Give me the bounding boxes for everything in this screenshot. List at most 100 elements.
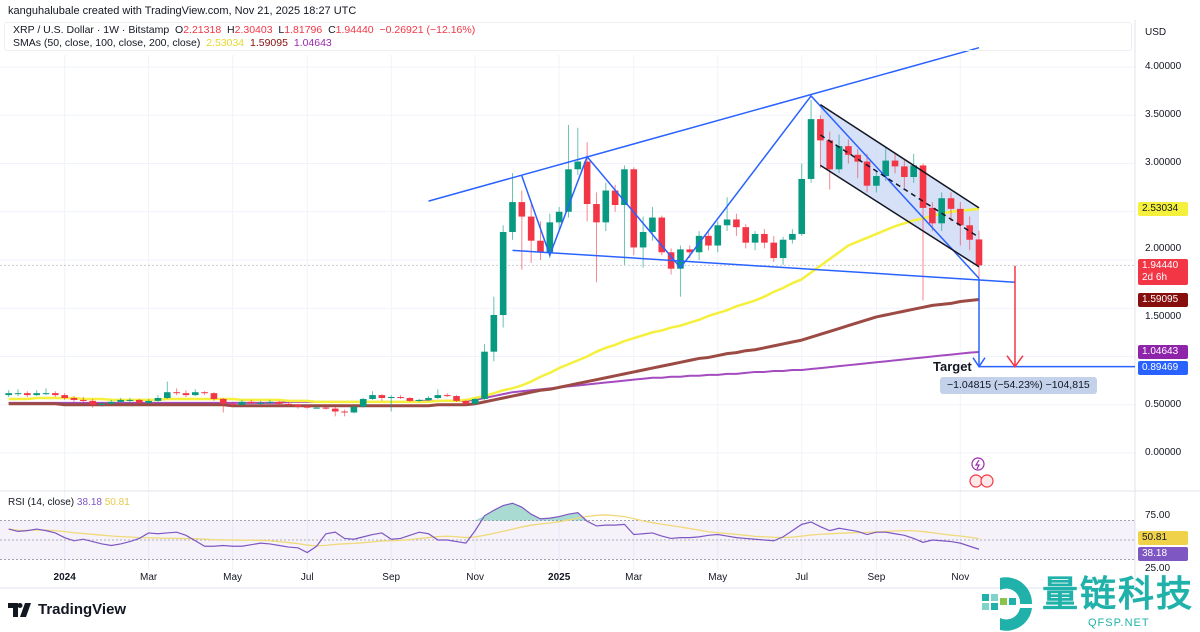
candle-body: [593, 204, 600, 223]
candle-body: [873, 176, 880, 186]
time-tick-label: Mar: [625, 572, 643, 583]
candle-body: [14, 393, 22, 395]
open-label: O: [175, 24, 184, 36]
candle-body: [761, 233, 768, 243]
channel-upper-line: [819, 104, 980, 209]
candle-body: [378, 395, 386, 398]
time-tick-label: 2024: [53, 572, 76, 583]
candle-body: [630, 169, 638, 248]
candle-body: [621, 169, 628, 205]
candle-body: [229, 403, 236, 405]
time-tick-label: May: [223, 572, 243, 583]
time-tick-label: May: [708, 572, 728, 583]
sma50-value: 2.53034: [206, 37, 245, 49]
candle-body: [882, 160, 889, 177]
candle-body: [798, 178, 806, 234]
price-range-measure[interactable]: −1.04815 (−54.23%) −104,815: [940, 377, 1097, 394]
candle-body: [714, 225, 722, 246]
candle-body: [901, 166, 908, 178]
candle-body: [565, 169, 572, 212]
sma200-value: 1.04643: [293, 37, 332, 49]
candle-body: [639, 232, 647, 248]
candle-body: [583, 161, 591, 205]
candle-body: [929, 207, 936, 224]
target-price-tag: 0.89469: [1138, 361, 1188, 375]
rsi-ma-tag: 50.81: [1138, 531, 1188, 545]
rsi-tick: 75.00: [1145, 510, 1171, 521]
bar-countdown: 2d 6h: [1142, 272, 1168, 283]
tradingview-logo[interactable]: TradingView: [8, 601, 126, 618]
candle-body: [481, 351, 488, 399]
price-tick: 0.50000: [1145, 399, 1182, 410]
candle-body: [705, 235, 712, 246]
candle-body: [770, 242, 778, 259]
rsi-ma-value: 50.81: [104, 497, 130, 508]
candle-body: [425, 397, 432, 400]
rsi-legend: RSI (14, close) 38.18 50.81: [8, 497, 130, 509]
price-tick: 3.50000: [1145, 109, 1182, 120]
watermark-logo-icon: [982, 577, 1033, 631]
candle-body: [975, 239, 983, 266]
time-tick-label: Nov: [466, 572, 485, 583]
candle-body: [108, 401, 115, 404]
tradingview-brand: TradingView: [38, 601, 127, 618]
candle-body: [863, 161, 871, 186]
candle-body: [677, 249, 684, 269]
rsi-line: [8, 502, 980, 554]
sma100-line: [8, 297, 980, 408]
time-tick-label: Mar: [140, 572, 158, 583]
arrow-head-red-icon: [1006, 355, 1024, 368]
candle-body: [266, 401, 274, 403]
change-value: −0.26921 (−12.16%): [379, 24, 476, 36]
candle-body: [182, 393, 190, 396]
candle-body: [397, 397, 404, 399]
candle-body: [947, 198, 955, 209]
candle-body: [331, 408, 339, 412]
close-label: C: [328, 24, 336, 36]
candle-body: [52, 393, 59, 396]
price-tick: 2.00000: [1145, 243, 1182, 254]
candle-body: [527, 216, 535, 241]
rsi-tick: 25.00: [1145, 563, 1171, 574]
candle-body: [938, 198, 945, 224]
lightning-icon: [974, 459, 980, 470]
candle-body: [24, 393, 31, 396]
candle-body: [854, 154, 862, 162]
candle-body: [406, 397, 414, 401]
candle-body: [285, 403, 292, 405]
upper-trendline: [428, 46, 980, 202]
candle-body: [546, 222, 554, 253]
candle-body: [350, 406, 358, 413]
candle-body: [341, 411, 348, 413]
candle-body: [42, 393, 50, 395]
time-tick-label: Jul: [300, 572, 314, 583]
candle-body: [789, 233, 796, 240]
symbol-title[interactable]: XRP / U.S. Dollar · 1W · Bitstamp: [13, 24, 170, 36]
time-tick-label: 2025: [548, 572, 571, 583]
candle-body: [117, 399, 124, 402]
candle-body: [471, 398, 479, 404]
sma-indicator-label[interactable]: SMAs (50, close, 100, close, 200, close): [13, 37, 201, 49]
candle-body: [686, 249, 694, 253]
candle-body: [257, 402, 264, 404]
last-price-value: 1.94440: [1142, 260, 1179, 271]
candle-body: [173, 392, 180, 394]
channel-lower-line: [819, 164, 980, 268]
candle-body: [275, 401, 283, 404]
candle-body: [742, 227, 750, 243]
candle-body: [826, 140, 834, 170]
candle-body: [779, 239, 787, 259]
rsi-label[interactable]: RSI (14, close): [8, 497, 75, 508]
candle-body: [322, 407, 330, 409]
watermark: 量链科技 QFSP.NET: [980, 574, 1200, 632]
candle-body: [490, 315, 498, 352]
candle-body: [462, 400, 470, 404]
sma100-price-tag: 1.59095: [1138, 293, 1188, 307]
currency-label[interactable]: USD: [1145, 27, 1167, 38]
candle-body: [891, 160, 899, 167]
candle-body: [649, 217, 656, 233]
candle-body: [247, 401, 255, 403]
candle-body: [611, 190, 619, 205]
candle-body: [807, 119, 815, 179]
